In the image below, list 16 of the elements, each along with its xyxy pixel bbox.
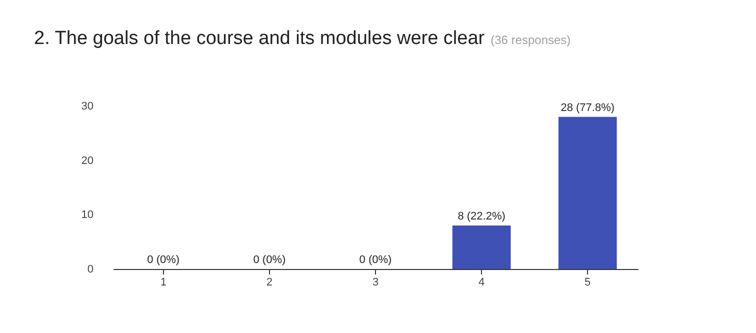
y-tick-label: 30 [81,100,94,112]
data-label: 28 (77.8%) [560,102,615,114]
y-tick-label: 20 [81,154,94,167]
x-tick-label: 2 [266,276,272,288]
data-label: 0 (0%) [253,254,286,266]
y-tick-label: 10 [81,209,94,222]
x-tick-label: 3 [372,276,379,288]
y-tick-label: 0 [87,264,94,276]
x-tick-label: 5 [584,276,591,288]
x-tick-label: 4 [478,276,485,288]
data-label: 0 (0%) [147,254,180,266]
data-label: 8 (22.2%) [458,210,506,223]
chart-title: 2. The goals of the course and its modules were clear [34,28,485,49]
chart-subtitle: (36 responses) [490,33,571,47]
data-label: 0 (0%) [359,254,392,266]
x-tick-label: 1 [160,276,166,288]
